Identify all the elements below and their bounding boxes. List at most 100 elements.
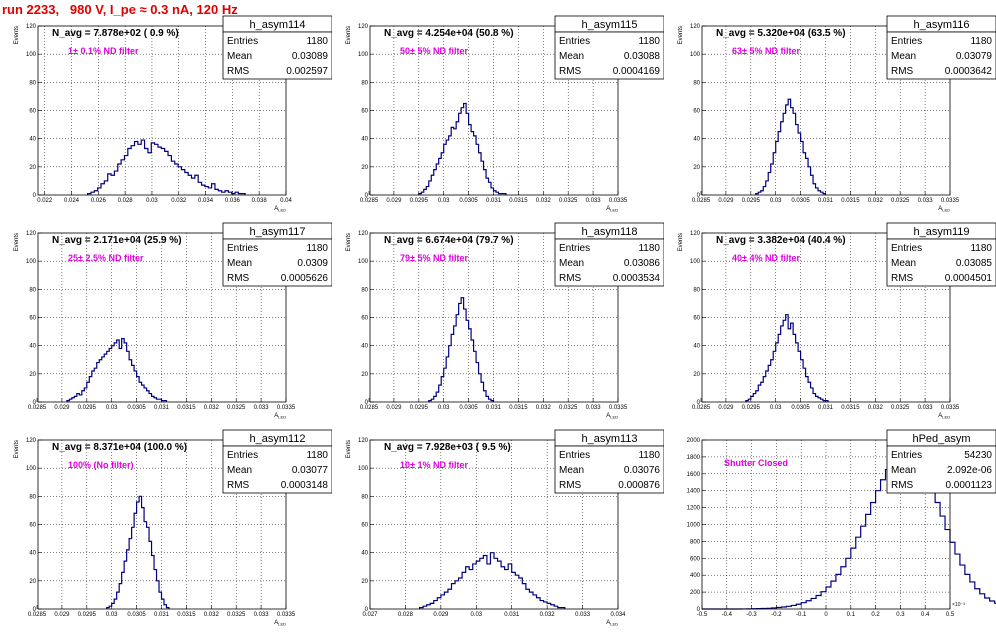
x-tick-label: -0.4: [722, 612, 733, 618]
y-tick-label: 100: [26, 259, 37, 265]
x-tick-label: 0.033: [254, 612, 270, 618]
histogram-series: [419, 552, 566, 609]
x-tick-label: 0.0285: [360, 198, 379, 204]
stats-title: h_asym112: [249, 433, 305, 445]
histogram-panel-h_asym114: 0.022 0.024 0.026 0.028 0.03 0.032 0.034 0.036 0…: [0, 12, 332, 219]
navg-label: N_avg = 7.928e+03 ( 9.5 %): [384, 442, 511, 453]
x-tick-label: -0.1: [796, 612, 807, 618]
x-tick-label: 0.033: [918, 405, 934, 411]
y-axis-label: Events: [14, 26, 20, 44]
stats-value-mean: 0.03088: [624, 51, 661, 62]
histogram-svg: 0.0285 0.029 0.0295 0.03 0.0305 0.031 0.0315 0.…: [678, 15, 996, 213]
histogram-svg: 0.0285 0.029 0.0295 0.03 0.0305 0.031 0.0315 0.…: [14, 429, 332, 627]
x-tick-label: 0.0305: [127, 405, 146, 411]
y-tick-label: 120: [690, 231, 701, 237]
y-tick-label: 100: [26, 52, 37, 58]
x-tick-label: 0.0285: [692, 198, 711, 204]
x-tick-label: 0.034: [198, 198, 214, 204]
y-tick-label: 800: [690, 539, 701, 545]
y-tick-label: 0: [365, 193, 369, 199]
stats-title: hPed_asym: [912, 433, 970, 445]
stats-value-entries: 1180: [638, 243, 660, 254]
x-axis-label: ALED: [274, 620, 286, 627]
y-tick-label: 20: [29, 372, 36, 378]
histogram-series: [428, 297, 495, 402]
filter-label: 100% (No filter): [68, 460, 134, 470]
x-tick-label: 0.033: [918, 198, 934, 204]
histogram-svg: 0.0285 0.029 0.0295 0.03 0.0305 0.031 0.0315 0.…: [346, 222, 664, 420]
stats-label-entries: Entries: [891, 243, 922, 254]
x-tick-label: 0.031: [486, 198, 502, 204]
y-tick-label: 40: [361, 137, 368, 143]
x-tick-label: 0.0285: [692, 405, 711, 411]
stats-value-rms: 0.000876: [618, 480, 660, 491]
x-tick-label: 0.033: [586, 405, 602, 411]
y-tick-label: 40: [29, 137, 36, 143]
x-tick-label: 0.5: [946, 612, 955, 618]
y-tick-label: 60: [693, 109, 700, 115]
x-tick-label: 0.0305: [791, 198, 810, 204]
x-tick-label: 0.031: [154, 405, 170, 411]
x-tick-label: 0.0305: [459, 198, 478, 204]
x-tick-label: 0.0335: [277, 612, 296, 618]
filter-label: 79± 5% ND filter: [400, 253, 468, 263]
stats-value-rms: 0.0004501: [945, 273, 993, 284]
x-tick-label: 0.032: [171, 198, 187, 204]
y-tick-label: 60: [29, 109, 36, 115]
y-tick-label: 80: [693, 287, 700, 293]
y-tick-label: 60: [361, 109, 368, 115]
stats-label-rms: RMS: [559, 273, 582, 284]
stats-value-entries: 1180: [306, 243, 328, 254]
stats-label-entries: Entries: [227, 450, 258, 461]
histogram-series: [106, 495, 170, 609]
x-tick-label: 0.0335: [277, 405, 296, 411]
histogram-series: [87, 139, 246, 195]
x-tick-label: 0.0325: [227, 405, 246, 411]
y-tick-label: 120: [26, 231, 37, 237]
navg-label: N_avg = 4.254e+04 (50.8 %): [384, 28, 514, 39]
x-tick-label: 0.028: [118, 198, 134, 204]
y-tick-label: 120: [26, 24, 37, 30]
stats-box: [222, 31, 332, 80]
stats-value-rms: 0.0003148: [281, 480, 329, 491]
y-tick-label: 1200: [687, 506, 701, 512]
stats-box: [554, 31, 664, 80]
stats-label-mean: Mean: [559, 51, 584, 62]
x-tick-label: 0.0315: [841, 198, 860, 204]
x-tick-label: 0.0335: [941, 198, 960, 204]
stats-label-mean: Mean: [227, 51, 252, 62]
stats-value-mean: 0.03086: [624, 258, 661, 269]
y-tick-label: 80: [693, 80, 700, 86]
x-tick-label: 0.04: [280, 198, 292, 204]
x-tick-label: -0.3: [746, 612, 757, 618]
stats-label-entries: Entries: [227, 36, 258, 47]
stats-box: [886, 31, 996, 80]
filter-label: Shutter Closed: [724, 458, 788, 468]
filter-label: 25± 2.5% ND filter: [68, 253, 144, 263]
histogram-panel-h_asym116: 0.0285 0.029 0.0295 0.03 0.0305 0.031 0.0315 0.…: [664, 12, 996, 219]
x-tick-label: 0.0285: [28, 405, 47, 411]
stats-box: [554, 445, 664, 494]
x-tick-label: 0.036: [225, 198, 241, 204]
x-tick-label: 0.0285: [28, 612, 47, 618]
y-tick-label: 40: [29, 551, 36, 557]
x-tick-label: 0.029: [54, 612, 70, 618]
stats-label-rms: RMS: [891, 480, 914, 491]
stats-value-entries: 1180: [970, 243, 992, 254]
filter-label: 1± 0.1% ND filter: [68, 46, 139, 56]
navg-label: N_avg = 5.320e+04 (63.5 %): [716, 28, 846, 39]
x-tick-label: 0.0325: [891, 405, 910, 411]
x-tick-label: 0.029: [386, 405, 402, 411]
stats-label-entries: Entries: [559, 36, 590, 47]
stats-label-rms: RMS: [891, 66, 914, 77]
stats-value-mean: 0.0309: [297, 258, 328, 269]
x-tick-label: 0.031: [486, 405, 502, 411]
x-tick-label: 0.0305: [127, 612, 146, 618]
stats-value-entries: 54230: [964, 450, 992, 461]
y-tick-label: 1000: [687, 523, 701, 529]
stats-label-entries: Entries: [559, 450, 590, 461]
x-tick-label: 0.03: [770, 405, 782, 411]
stats-box: [222, 445, 332, 494]
stats-value-rms: 0.0005626: [281, 273, 329, 284]
x-tick-label: 0.028: [398, 612, 414, 618]
